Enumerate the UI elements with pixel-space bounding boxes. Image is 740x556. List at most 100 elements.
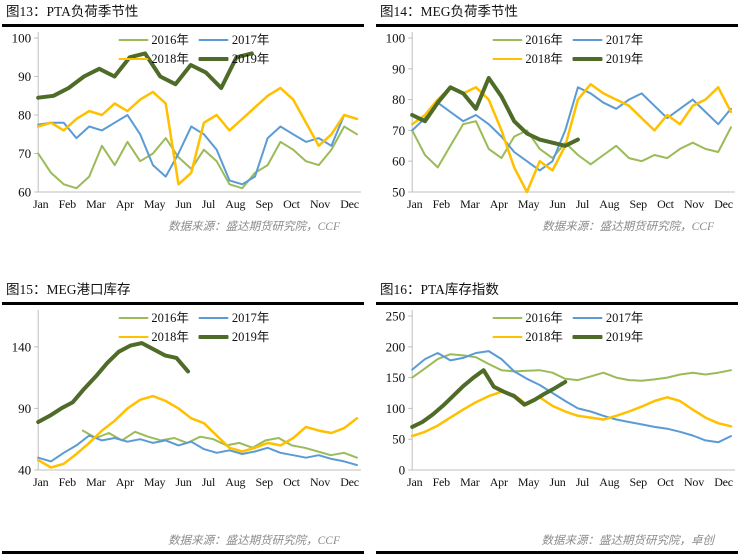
x-axis-months: Jan Feb Mar Apr May Jun Jul Aug Sep Oct Nov Dec bbox=[2, 197, 364, 212]
month-label: Mar bbox=[460, 197, 480, 211]
month-label: May bbox=[517, 197, 540, 211]
month-label: Aug bbox=[599, 475, 620, 489]
month-label: May bbox=[143, 475, 166, 489]
series-line-2018年 bbox=[36, 86, 359, 186]
y-tick-label: 100 bbox=[12, 31, 32, 46]
series-line-2016年 bbox=[37, 125, 358, 190]
line-chart-fig13: 60 70 80 90 100 bbox=[12, 31, 361, 200]
y-tick-label: 50 bbox=[392, 185, 406, 200]
line-chart-fig15: 40 90 140 bbox=[12, 310, 361, 478]
panel-fig15: 图15：MEG港口库存 2016年 2017年 2018年 2019年 40 90 140… bbox=[2, 278, 364, 554]
y-tick-label: 70 bbox=[392, 123, 406, 138]
month-label: Nov bbox=[683, 197, 705, 211]
data-source-note: 数据来源：盛达期货研究院，卓创 bbox=[541, 535, 715, 547]
y-tick-label: 140 bbox=[12, 339, 32, 354]
month-label: Apr bbox=[489, 197, 508, 211]
chart-title-fig15: 图15：MEG港口库存 bbox=[6, 282, 131, 297]
month-label: Sep bbox=[629, 475, 648, 489]
month-label: Jul bbox=[201, 197, 216, 211]
month-label: Aug bbox=[225, 197, 246, 211]
y-tick-label: 80 bbox=[18, 108, 32, 123]
line-chart-fig16: 0 50 100 150 200 250 bbox=[386, 309, 735, 478]
series-line-2019年 bbox=[410, 368, 568, 429]
x-axis-months: Jan Feb Mar Apr May Jun Jul Aug Sep Oct Nov Dec bbox=[2, 475, 364, 490]
month-label: Mar bbox=[460, 475, 480, 489]
y-tick-label: 60 bbox=[18, 185, 32, 200]
chart-title-fig14: 图14：MEG负荷季节性 bbox=[380, 4, 518, 19]
month-label: Jun bbox=[175, 475, 192, 489]
month-label: Mar bbox=[86, 475, 106, 489]
series-line-2017年 bbox=[37, 434, 358, 467]
y-tick-label: 0 bbox=[399, 463, 406, 478]
month-label: Oct bbox=[657, 197, 674, 211]
series-line-2019年 bbox=[36, 51, 254, 100]
month-label: Nov bbox=[683, 475, 705, 489]
y-tick-label: 100 bbox=[386, 401, 406, 416]
month-label: Jan bbox=[33, 197, 49, 211]
month-label: Dec bbox=[714, 197, 733, 211]
month-label: Jan bbox=[33, 475, 49, 489]
y-tick-label: 90 bbox=[18, 69, 32, 84]
y-tick-label: 70 bbox=[18, 146, 32, 161]
series-line-2017年 bbox=[411, 86, 732, 172]
month-label: Jul bbox=[201, 475, 216, 489]
chart-area-fig14: 2016年 2017年 2018年 2019年 50 60 70 80 90 100 Jan Fe… bbox=[376, 28, 738, 212]
chart-title-fig13: 图13：PTA负荷季节性 bbox=[6, 4, 139, 19]
series-line-2016年 bbox=[411, 353, 732, 382]
series-line-2019年 bbox=[36, 341, 191, 424]
series-line-2018年 bbox=[36, 394, 359, 469]
y-tick-label: 60 bbox=[392, 154, 406, 169]
title-rule bbox=[2, 24, 364, 27]
month-label: Jun bbox=[549, 475, 566, 489]
month-label: Sep bbox=[255, 197, 274, 211]
month-label: May bbox=[143, 197, 166, 211]
y-tick-label: 90 bbox=[18, 401, 32, 416]
panel-bottom-rule bbox=[376, 551, 738, 554]
title-rule bbox=[2, 302, 364, 305]
title-rule bbox=[376, 302, 738, 305]
month-label: Jan bbox=[407, 197, 423, 211]
month-label: Oct bbox=[283, 475, 300, 489]
month-label: Oct bbox=[283, 197, 300, 211]
series-line-2017年 bbox=[37, 114, 358, 186]
series-line-2018年 bbox=[410, 82, 733, 194]
chart-area-fig15: 2016年 2017年 2018年 2019年 40 90 140 Jan Feb Mar Ap… bbox=[2, 306, 364, 490]
y-tick-label: 40 bbox=[18, 463, 32, 478]
month-label: Dec bbox=[714, 475, 733, 489]
month-label: Nov bbox=[309, 197, 331, 211]
month-label: Sep bbox=[629, 197, 648, 211]
data-source-note: 数据来源：盛达期货研究院，CCF bbox=[168, 221, 340, 233]
panel-fig16: 图16：PTA库存指数 2016年 2017年 2018年 2019年 0 50 100 1… bbox=[376, 278, 738, 554]
data-source-note: 数据来源：盛达期货研究院，CCF bbox=[168, 535, 340, 547]
month-label: Mar bbox=[86, 197, 106, 211]
month-label: Feb bbox=[432, 197, 451, 211]
month-label: Nov bbox=[309, 475, 331, 489]
month-label: Jun bbox=[175, 197, 192, 211]
month-label: Jul bbox=[575, 197, 590, 211]
line-chart-fig14: 50 60 70 80 90 100 bbox=[386, 31, 735, 200]
month-label: Dec bbox=[340, 475, 359, 489]
series-line-2018年 bbox=[410, 390, 733, 438]
x-axis-months: Jan Feb Mar Apr May Jun Jul Aug Sep Oct Nov Dec bbox=[376, 475, 738, 490]
y-tick-label: 80 bbox=[392, 92, 406, 107]
y-tick-label: 200 bbox=[386, 339, 406, 354]
y-tick-label: 250 bbox=[386, 309, 406, 324]
month-label: Feb bbox=[58, 197, 77, 211]
panel-fig13: 图13：PTA负荷季节性 2016年 2017年 2018年 2019年 60 70 80… bbox=[2, 0, 364, 278]
month-label: Feb bbox=[432, 475, 451, 489]
month-label: Jun bbox=[549, 197, 566, 211]
y-tick-label: 100 bbox=[386, 31, 406, 46]
month-label: Oct bbox=[657, 475, 674, 489]
month-label: Jan bbox=[407, 475, 423, 489]
series-line-2016年 bbox=[81, 429, 358, 459]
month-label: Apr bbox=[115, 475, 134, 489]
month-label: Apr bbox=[115, 197, 134, 211]
month-label: Jul bbox=[575, 475, 590, 489]
month-label: Sep bbox=[255, 475, 274, 489]
month-label: May bbox=[517, 475, 540, 489]
y-tick-label: 50 bbox=[392, 432, 406, 447]
title-rule bbox=[376, 24, 738, 27]
series-line-2017年 bbox=[411, 350, 732, 444]
series-line-2019年 bbox=[410, 76, 580, 148]
